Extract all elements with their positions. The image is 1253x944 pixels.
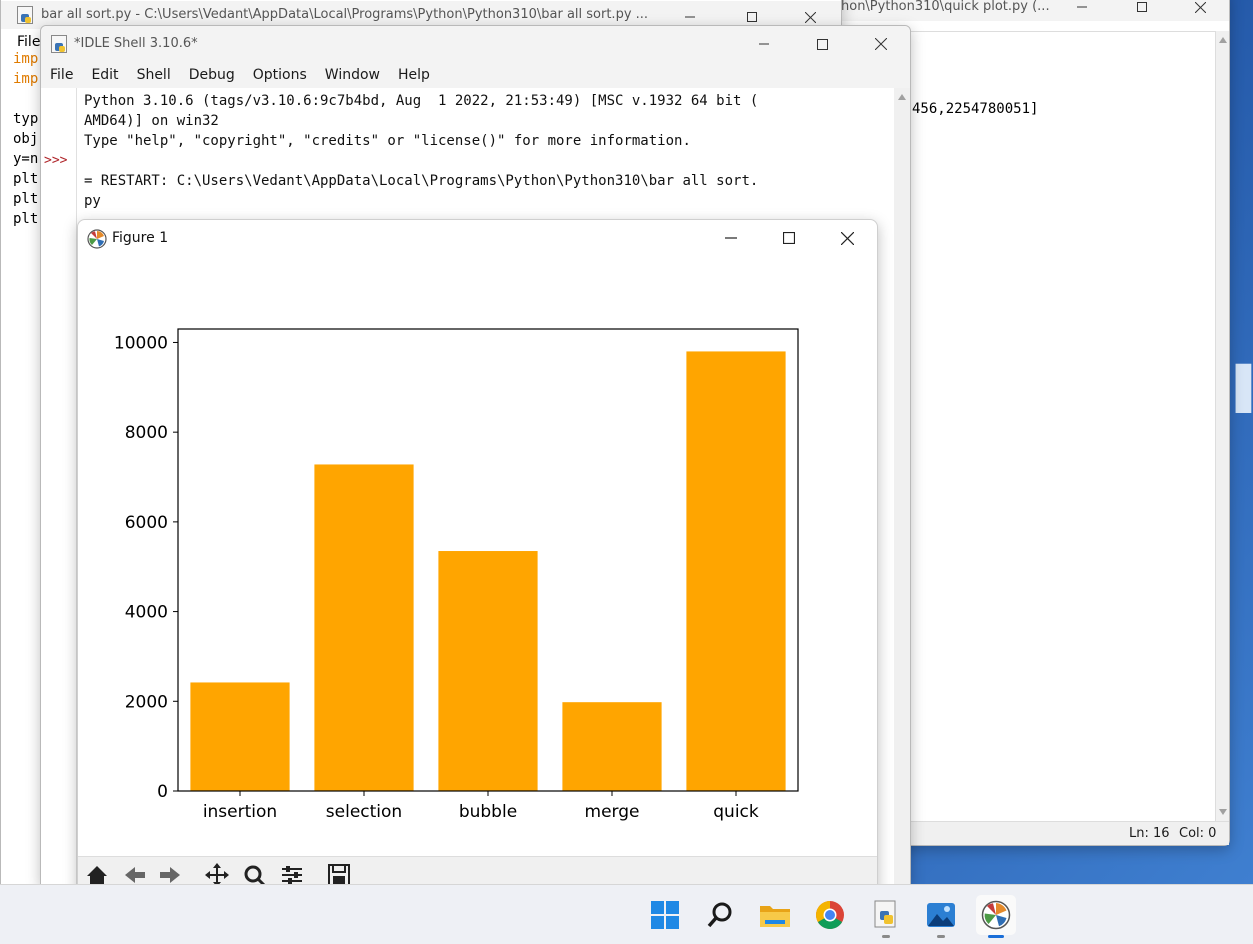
search-icon[interactable]	[700, 895, 740, 935]
menu-shell[interactable]: Shell	[136, 67, 171, 83]
bar-bubble	[438, 551, 538, 791]
running-indicator	[882, 935, 890, 938]
python-idle-icon[interactable]	[866, 895, 906, 938]
idle-titlebar[interactable]: *IDLE Shell 3.10.6*	[41, 26, 910, 62]
figure-window[interactable]: Figure 1 insertion selection bubble merge qu…	[77, 219, 878, 900]
vertical-scrollbar[interactable]	[894, 88, 910, 884]
minimize-button[interactable]	[741, 28, 787, 60]
x-tick-label: merge	[585, 802, 640, 822]
chrome-icon[interactable]	[810, 895, 850, 935]
scroll-down-icon[interactable]	[1219, 809, 1227, 815]
code-line: imp	[13, 71, 39, 87]
x-tick-label: insertion	[203, 802, 277, 822]
y-tick-label: 6000	[125, 513, 168, 533]
quick-plot-titlebar[interactable]: hon\Python310\quick plot.py (...	[809, 0, 1229, 21]
shell-prompt: >>>	[44, 153, 68, 168]
maximize-button[interactable]	[1119, 0, 1165, 23]
bar-chart: insertion selection bubble merge quick 0 2000 4…	[114, 328, 799, 822]
close-button[interactable]	[787, 1, 833, 33]
matplotlib-figure-icon[interactable]	[976, 895, 1016, 938]
menu-edit[interactable]: Edit	[91, 67, 119, 83]
bar-selection	[314, 464, 414, 791]
bar-quick	[686, 351, 786, 791]
close-button[interactable]	[1177, 0, 1223, 23]
python-idle-icon	[51, 35, 67, 53]
shell-line	[84, 151, 758, 171]
shell-gutter: >>>	[41, 88, 77, 884]
code-line: 456,2254780051]	[912, 101, 1039, 117]
menu-file[interactable]: File	[50, 67, 74, 83]
plot-frame	[177, 328, 799, 792]
taskbar	[0, 884, 1253, 944]
menu-options[interactable]: Options	[252, 67, 307, 83]
menu-help[interactable]: Help	[398, 67, 430, 83]
bar-insertion	[190, 682, 290, 791]
x-tick-label: bubble	[459, 802, 517, 822]
code-editor-area[interactable]: imp imp typ obj y=n plt plt plt	[13, 49, 38, 229]
maximize-button[interactable]	[729, 1, 775, 33]
windows-start-icon[interactable]	[645, 895, 685, 935]
wallpaper-graphic: ıı	[1228, 330, 1253, 435]
window-title: hon\Python310\quick plot.py (...	[841, 0, 1050, 14]
scroll-up-icon[interactable]	[1219, 37, 1227, 43]
code-line: plt	[13, 171, 39, 187]
code-line: obj	[13, 131, 39, 147]
close-button[interactable]	[824, 222, 870, 254]
close-button[interactable]	[858, 28, 904, 60]
code-line: y=n	[13, 151, 39, 167]
configure-icon[interactable]	[278, 861, 306, 889]
window-title: *IDLE Shell 3.10.6*	[74, 36, 198, 51]
minimize-button[interactable]	[667, 1, 713, 33]
y-tick-label: 2000	[125, 692, 168, 712]
bar-merge	[562, 702, 662, 791]
y-tick-label: 4000	[125, 603, 168, 623]
maximize-button[interactable]	[766, 222, 812, 254]
active-indicator	[988, 935, 1004, 938]
vertical-scrollbar[interactable]	[1215, 31, 1229, 821]
file-explorer-icon[interactable]	[755, 895, 795, 935]
code-line: plt	[13, 211, 39, 227]
code-line	[13, 89, 38, 109]
maximize-button[interactable]	[799, 28, 845, 60]
code-line: imp	[13, 51, 39, 67]
y-tick-label: 10000	[114, 333, 168, 353]
menu-debug[interactable]: Debug	[188, 67, 235, 83]
x-tick-label: quick	[713, 802, 759, 822]
home-icon[interactable]	[83, 861, 111, 889]
bar-editor-titlebar[interactable]: bar all sort.py - C:\Users\Vedant\AppDat…	[1, 1, 841, 29]
python-file-icon	[17, 6, 33, 24]
matplotlib-icon	[87, 229, 107, 253]
scroll-up-icon[interactable]	[898, 94, 906, 100]
shell-line: = RESTART: C:\Users\Vedant\AppData\Local…	[84, 173, 759, 189]
back-icon[interactable]	[121, 861, 149, 889]
y-tick-label: 8000	[125, 423, 168, 443]
window-title: Figure 1	[112, 230, 169, 246]
line-number: Ln: 16	[1129, 826, 1170, 841]
window-title: bar all sort.py - C:\Users\Vedant\AppDat…	[41, 7, 649, 22]
figure-titlebar[interactable]: Figure 1	[78, 220, 877, 256]
shell-line: Type "help", "copyright", "credits" or "…	[84, 133, 691, 149]
shell-text: Python 3.10.6 (tags/v3.10.6:9c7b4bd, Aug…	[84, 91, 758, 211]
forward-icon[interactable]	[156, 861, 184, 889]
menu-file[interactable]: File	[17, 34, 41, 50]
pan-icon[interactable]	[203, 861, 231, 889]
photos-icon[interactable]	[921, 895, 961, 938]
shell-line: Python 3.10.6 (tags/v3.10.6:9c7b4bd, Aug…	[84, 93, 759, 109]
figure-canvas[interactable]: insertion selection bubble merge quick 0 2000 4…	[78, 256, 877, 856]
menu-window[interactable]: Window	[324, 67, 380, 83]
shell-line: py	[84, 193, 101, 209]
column-number: Col: 0	[1179, 826, 1217, 841]
x-tick-label: selection	[326, 802, 402, 822]
minimize-button[interactable]	[708, 222, 754, 254]
shell-line: AMD64)] on win32	[84, 113, 219, 129]
code-line: plt	[13, 191, 39, 207]
idle-menubar: File Edit Shell Debug Options Window Help	[41, 62, 910, 88]
running-indicator	[937, 935, 945, 938]
code-line: typ	[13, 111, 39, 127]
minimize-button[interactable]	[1059, 0, 1105, 23]
y-tick-label: 0	[157, 782, 168, 802]
